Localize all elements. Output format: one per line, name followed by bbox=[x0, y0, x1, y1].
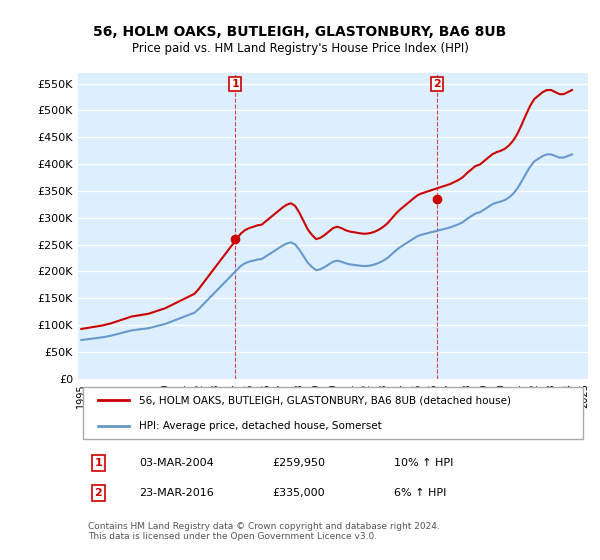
Text: £259,950: £259,950 bbox=[272, 458, 325, 468]
Text: 23-MAR-2016: 23-MAR-2016 bbox=[139, 488, 214, 498]
Text: 2: 2 bbox=[95, 488, 102, 498]
Text: 56, HOLM OAKS, BUTLEIGH, GLASTONBURY, BA6 8UB: 56, HOLM OAKS, BUTLEIGH, GLASTONBURY, BA… bbox=[94, 25, 506, 39]
Text: 03-MAR-2004: 03-MAR-2004 bbox=[139, 458, 214, 468]
FancyBboxPatch shape bbox=[83, 388, 583, 439]
Text: 56, HOLM OAKS, BUTLEIGH, GLASTONBURY, BA6 8UB (detached house): 56, HOLM OAKS, BUTLEIGH, GLASTONBURY, BA… bbox=[139, 395, 511, 405]
Text: HPI: Average price, detached house, Somerset: HPI: Average price, detached house, Some… bbox=[139, 421, 382, 431]
Text: Price paid vs. HM Land Registry's House Price Index (HPI): Price paid vs. HM Land Registry's House … bbox=[131, 42, 469, 55]
Text: Contains HM Land Registry data © Crown copyright and database right 2024.
This d: Contains HM Land Registry data © Crown c… bbox=[88, 522, 440, 542]
Text: 10% ↑ HPI: 10% ↑ HPI bbox=[394, 458, 454, 468]
Text: 6% ↑ HPI: 6% ↑ HPI bbox=[394, 488, 446, 498]
Text: 1: 1 bbox=[95, 458, 102, 468]
Text: 1: 1 bbox=[232, 79, 239, 89]
Text: 2: 2 bbox=[433, 79, 441, 89]
Text: £335,000: £335,000 bbox=[272, 488, 325, 498]
